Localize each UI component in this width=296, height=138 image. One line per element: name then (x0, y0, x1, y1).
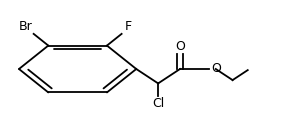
Text: O: O (175, 39, 185, 52)
Text: Br: Br (18, 19, 32, 33)
Text: F: F (125, 19, 132, 33)
Text: Cl: Cl (152, 97, 164, 110)
Text: O: O (212, 63, 221, 75)
